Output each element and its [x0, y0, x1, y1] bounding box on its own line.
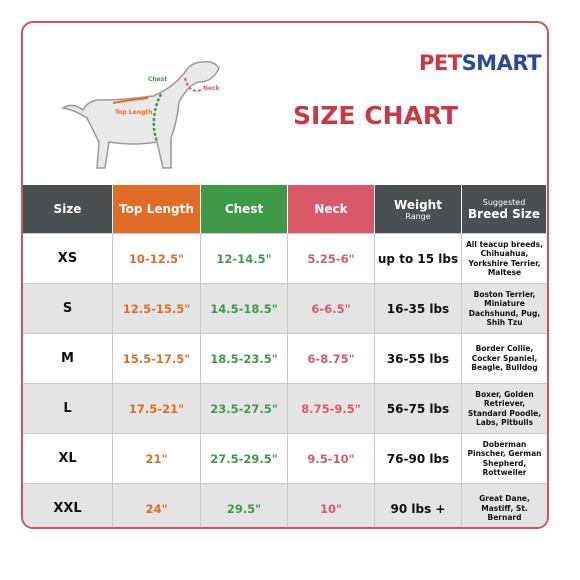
- title: SIZE CHART: [293, 101, 459, 130]
- top-length-label: Top Length: [115, 109, 152, 116]
- header-main: Neck: [314, 202, 348, 216]
- size-table: Size Top Length Chest Neck Weight Range Sugges…: [23, 185, 547, 527]
- table-cell: 17.5-21": [113, 384, 201, 433]
- table-cell: Great Dane, Mastiff, St. Bernard: [479, 494, 530, 523]
- table-row: L 17.5-21" 23.5-27.5" 8.75-9.5" 56-75 lbs Box…: [23, 383, 547, 433]
- header-cell: Size: [23, 185, 113, 233]
- table-cell: 29.5": [201, 484, 288, 527]
- logo: PETSMART: [419, 51, 541, 75]
- table-cell: 24": [113, 484, 201, 527]
- table-cell: 8.75-9.5": [288, 384, 375, 433]
- table-row: XS 10-12.5" 12-14.5" 5.25-6" up to 15 lbs All…: [23, 233, 547, 283]
- header-cell: Neck: [288, 185, 375, 233]
- table-cell: Doberman Pinscher, German Shepherd, Rott…: [467, 439, 542, 478]
- table-cell: 36-55 lbs: [375, 334, 462, 383]
- table-cell: XL: [23, 434, 113, 483]
- top-length-line: [112, 97, 149, 104]
- header-sub: Suggested: [482, 197, 526, 207]
- dog-diagram: Chest Neck Top Length: [60, 60, 221, 169]
- size-card: Chest Neck Top Length PETSMART SIZE CHAR…: [21, 21, 549, 529]
- table-row: S 12.5-15.5" 14.5-18.5" 6-6.5" 16-35 lbs Bost…: [23, 283, 547, 333]
- table-cell: 90 lbs +: [375, 484, 462, 527]
- table-row: XL 21" 27.5-29.5" 9.5-10" 76-90 lbs Doberman …: [23, 433, 547, 483]
- table-row: XXL 24" 29.5" 10" 90 lbs + Great Dane, Mastif…: [23, 483, 547, 527]
- table-cell: Boxer, Golden Retriever, Standard Poodle…: [467, 389, 542, 428]
- table-cell: 12-14.5": [201, 234, 288, 283]
- table-cell: 6-8.75": [288, 334, 375, 383]
- chest-line: [152, 93, 163, 143]
- table-cell: 9.5-10": [288, 434, 375, 483]
- table-cell: 16-35 lbs: [375, 284, 462, 333]
- neck-line: [184, 77, 202, 92]
- chest-label: Chest: [148, 76, 167, 83]
- table-cell: All teacup breeds, Chihuahua, Yorkshire …: [466, 239, 543, 278]
- header-main: Weight: [394, 197, 442, 212]
- header-main: Breed Size: [468, 206, 540, 221]
- table-cell: Border Collie, Cocker Spaniel, Beagle, B…: [471, 344, 538, 373]
- neck-label: Neck: [203, 85, 221, 92]
- table-cell: 21": [113, 434, 201, 483]
- table-cell: 27.5-29.5": [201, 434, 288, 483]
- table-cell: 12.5-15.5": [113, 284, 201, 333]
- header-main: Size: [53, 202, 82, 216]
- table-cell: 18.5-23.5": [201, 334, 288, 383]
- header-cell: Suggested Breed Size: [462, 185, 547, 233]
- table-cell: 10": [288, 484, 375, 527]
- table-cell: 10-12.5": [113, 234, 201, 283]
- table-cell: XXL: [23, 484, 113, 527]
- table-row: M 15.5-17.5" 18.5-23.5" 6-8.75" 36-55 lbs Bor…: [23, 333, 547, 383]
- dog-outline: [60, 60, 220, 169]
- table-cell: XS: [23, 234, 113, 283]
- table-cell: M: [23, 334, 113, 383]
- logo-pet: PET: [419, 51, 462, 75]
- table-cell: up to 15 lbs: [375, 234, 462, 283]
- header-cell: Top Length: [113, 185, 201, 233]
- table-cell: Boston Terrier, Miniature Dachshund, Pug…: [468, 289, 541, 328]
- logo-smart: SMART: [461, 51, 542, 75]
- header-main: Chest: [224, 202, 264, 216]
- header-sub: Range: [405, 211, 431, 221]
- table-cell: 6-6.5": [288, 284, 375, 333]
- table-cell: 14.5-18.5": [201, 284, 288, 333]
- table-cell: 56-75 lbs: [375, 384, 462, 433]
- table-cell: 76-90 lbs: [375, 434, 462, 483]
- header-cell: Weight Range: [375, 185, 462, 233]
- table-cell: L: [23, 384, 113, 433]
- table-cell: 15.5-17.5": [113, 334, 201, 383]
- header-cell: Chest: [201, 185, 288, 233]
- table-cell: 5.25-6": [288, 234, 375, 283]
- header-main: Top Length: [119, 202, 194, 216]
- header-row: Size Top Length Chest Neck Weight Range Sugges…: [23, 185, 547, 233]
- table-cell: S: [23, 284, 113, 333]
- table-cell: 23.5-27.5": [201, 384, 288, 433]
